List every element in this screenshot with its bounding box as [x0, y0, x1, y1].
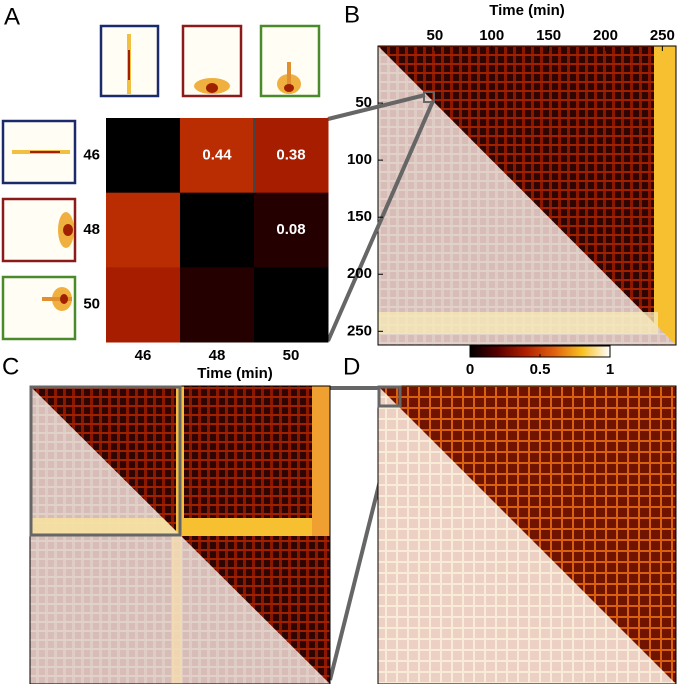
heatmap-cell: [106, 118, 181, 194]
heatmap-cell: [254, 118, 329, 194]
cell-label: 0.44: [202, 146, 232, 163]
heatmap-cell: [180, 118, 255, 194]
cell-label: 0.08: [276, 221, 305, 238]
x-tick-label: 48: [209, 347, 226, 364]
y-tick-label: 48: [83, 221, 100, 238]
y-tick-label: 150: [347, 208, 372, 225]
heatmap-cell: [106, 192, 181, 268]
thumbnails: [1, 24, 321, 341]
y-tick-label: 50: [355, 94, 372, 111]
y-tick-label: 200: [347, 265, 372, 282]
y-tick-label: 46: [83, 146, 100, 163]
x-tick-label: 100: [479, 27, 504, 44]
heatmap-cell: [180, 192, 255, 268]
heatmap-cell: [254, 267, 329, 343]
x-tick-label: 50: [427, 27, 444, 44]
colorbar-tick-label: 1: [606, 361, 614, 378]
colorbar-tick-label: 0: [466, 361, 474, 378]
panel-letter: B: [344, 1, 360, 28]
x-tick-label: 46: [135, 347, 152, 364]
heatmap-cell: [254, 192, 329, 268]
x-tick-label: 50: [283, 347, 300, 364]
x-tick-label: 200: [593, 27, 618, 44]
panel-letter: D: [343, 353, 360, 380]
cell-label: 0.38: [276, 146, 305, 163]
y-tick-label: 50: [83, 296, 100, 313]
panel-letter: A: [4, 3, 20, 30]
x-tick-label: 250: [650, 27, 675, 44]
heatmap-d: [377, 385, 677, 684]
heatmap-c: [29, 385, 331, 684]
axis-title: Time (min): [489, 2, 565, 19]
y-tick-label: 250: [347, 322, 372, 339]
axis-title: Time (min): [197, 365, 273, 382]
heatmap-b: [377, 45, 677, 346]
y-tick-label: 100: [347, 151, 372, 168]
panel-letter: C: [2, 353, 19, 380]
heatmap-cell: [180, 267, 255, 343]
colorbar-tick-label: 0.5: [530, 361, 551, 378]
heatmap-cell: [106, 267, 181, 343]
x-tick-label: 150: [536, 27, 561, 44]
